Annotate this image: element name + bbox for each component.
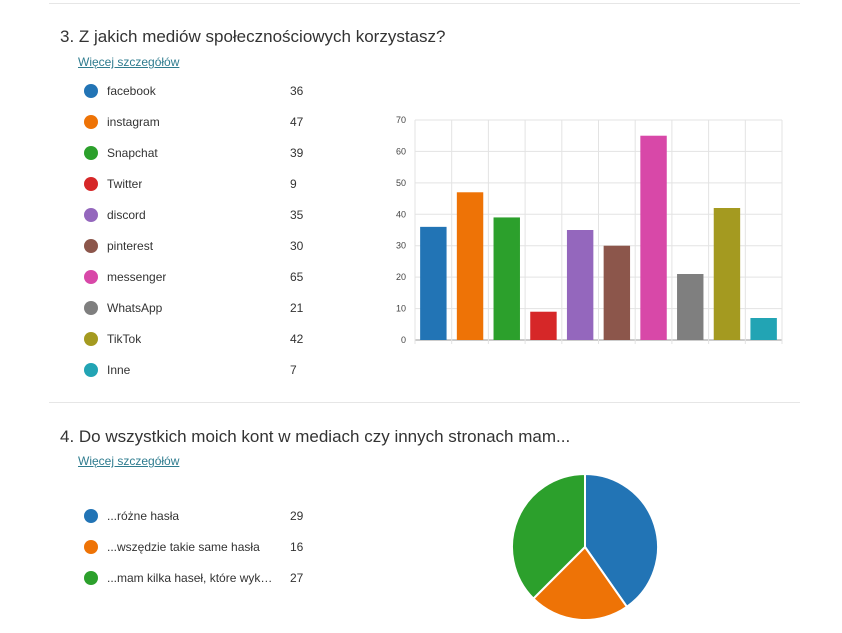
legend-label: Twitter	[107, 177, 143, 191]
y-axis-ticks: 0 10 20 30 40 50 60 70	[396, 115, 406, 345]
pie-slice-2[interactable]	[531, 545, 629, 621]
bar-chart: 0 10 20 30 40 50 60 70	[396, 115, 783, 345]
legend-count: 9	[290, 177, 297, 191]
legend-label: ...mam kilka haseł, które wykor...	[107, 571, 279, 585]
bar-snapchat[interactable]	[493, 217, 520, 340]
y-tick-label: 40	[396, 209, 406, 219]
legend-dot-icon	[84, 208, 98, 222]
legend-count: 7	[290, 363, 297, 377]
top-divider	[49, 3, 800, 4]
legend-label: Inne	[107, 363, 131, 377]
legend-label: discord	[107, 208, 146, 222]
pie-chart	[511, 472, 659, 621]
legend-label: instagram	[107, 115, 160, 129]
legend-item-discord: discord 35	[84, 207, 314, 223]
bar-messenger[interactable]	[640, 135, 667, 340]
bar-instagram[interactable]	[456, 192, 484, 340]
question-3-details-link[interactable]: Więcej szczegółów	[78, 55, 180, 69]
legend-count: 42	[290, 332, 304, 346]
y-tick-label: 10	[396, 304, 406, 314]
y-tick-label: 50	[396, 178, 406, 188]
legend-label: facebook	[107, 84, 156, 98]
legend-dot-icon	[84, 571, 98, 585]
pie-slice-1[interactable]	[584, 472, 659, 609]
legend-dot-icon	[84, 270, 98, 284]
legend-item-snapchat: Snapchat 39	[84, 145, 314, 161]
bar-series	[420, 135, 777, 340]
legend-item-takie-same-hasla: ...wszędzie takie same hasła 16	[84, 539, 314, 555]
legend-count: 29	[290, 509, 304, 523]
legend-item-instagram: instagram 47	[84, 114, 314, 130]
legend-label: ...różne hasła	[107, 509, 180, 523]
legend-dot-icon	[84, 239, 98, 253]
legend-label: Snapchat	[107, 146, 158, 160]
legend-count: 39	[290, 146, 304, 160]
legend-count: 36	[290, 84, 304, 98]
legend-dot-icon	[84, 540, 98, 554]
bar-facebook[interactable]	[420, 226, 447, 340]
y-tick-label: 20	[396, 272, 406, 282]
bar-tiktok[interactable]	[713, 208, 741, 340]
legend-count: 21	[290, 301, 304, 315]
y-tick-label: 70	[396, 115, 406, 125]
legend-dot-icon	[84, 146, 98, 160]
legend-dot-icon	[84, 301, 98, 315]
question-4-title: 4. Do wszystkich moich kont w mediach cz…	[60, 427, 571, 446]
legend-dot-icon	[84, 363, 98, 377]
bar-inne[interactable]	[750, 318, 777, 340]
legend-item-tiktok: TikTok 42	[84, 331, 314, 347]
legend-count: 65	[290, 270, 304, 284]
legend-label: ...wszędzie takie same hasła	[107, 540, 260, 554]
pie-slice-3[interactable]	[511, 472, 586, 601]
legend-item-whatsapp: WhatsApp 21	[84, 300, 314, 316]
legend-dot-icon	[84, 177, 98, 191]
y-tick-label: 30	[396, 241, 406, 251]
legend-item-messenger: messenger 65	[84, 269, 314, 285]
legend-label: pinterest	[107, 239, 154, 253]
legend-count: 27	[290, 571, 304, 585]
legend-count: 47	[290, 115, 304, 129]
legend-item-pinterest: pinterest 30	[84, 238, 314, 254]
bar-whatsapp[interactable]	[677, 274, 704, 340]
y-tick-label: 60	[396, 146, 406, 156]
legend-item-rozne-hasla: ...różne hasła 29	[84, 508, 314, 524]
question-3-title: 3. Z jakich mediów społecznościowych kor…	[60, 27, 446, 46]
legend-dot-icon	[84, 332, 98, 346]
bar-pinterest[interactable]	[603, 245, 631, 340]
section-divider	[49, 402, 800, 403]
legend-dot-icon	[84, 509, 98, 523]
legend-item-kilka-hasel: ...mam kilka haseł, które wykor... 27	[84, 570, 314, 586]
bar-discord[interactable]	[566, 230, 594, 340]
question-4-details-link[interactable]: Więcej szczegółów	[78, 454, 180, 468]
bar-twitter[interactable]	[530, 311, 557, 340]
legend-dot-icon	[84, 84, 98, 98]
legend-count: 35	[290, 208, 304, 222]
legend-count: 30	[290, 239, 304, 253]
legend-label: TikTok	[107, 332, 142, 346]
legend-item-twitter: Twitter 9	[84, 176, 314, 192]
legend-label: messenger	[107, 270, 167, 284]
legend-dot-icon	[84, 115, 98, 129]
legend-label: WhatsApp	[107, 301, 163, 315]
legend-item-inne: Inne 7	[84, 362, 314, 378]
pie-series	[511, 472, 659, 621]
y-tick-label: 0	[401, 335, 406, 345]
legend-item-facebook: facebook 36	[84, 83, 314, 99]
legend-count: 16	[290, 540, 304, 554]
